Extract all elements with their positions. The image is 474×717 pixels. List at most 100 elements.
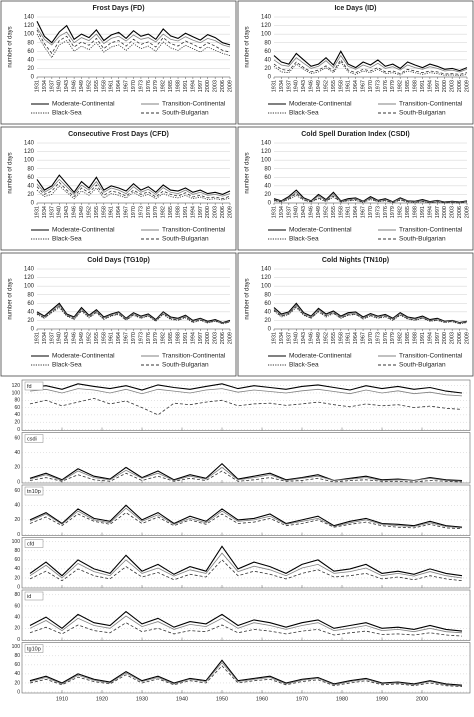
legend-label: Transition-Continental (162, 101, 226, 108)
chart-title: Cold Spell Duration Index (CSDI) (301, 131, 410, 138)
x-tick-label: 1952 (86, 80, 92, 92)
y-axis-label: number of days (8, 278, 14, 319)
series-line (29, 659, 463, 686)
series-line (273, 193, 468, 204)
y-tick-label: 60 (14, 435, 20, 441)
x-tick-label: 1961 (346, 206, 352, 218)
legend-label: Moderate-Continental (52, 353, 115, 360)
legend-label: South-Bulgarian (399, 110, 446, 117)
x-tick-label: 1967 (361, 332, 367, 344)
y-tick-label: 140 (261, 15, 272, 21)
series-line (29, 383, 463, 394)
x-tick-label: 1940 (57, 206, 63, 218)
x-tick-label: 1982 (398, 206, 404, 218)
y-tick-label: 60 (14, 662, 20, 668)
series-line (29, 388, 463, 397)
panel-tag-box (24, 434, 44, 443)
x-tick-label: 2003 (450, 332, 456, 344)
y-tick-label: 20 (27, 192, 34, 198)
x-tick-label: 2009 (227, 332, 233, 344)
x-tick-label: 2006 (220, 206, 226, 218)
chart-title: Consecutive Frost Days (CFD) (68, 131, 169, 138)
panel-frame (21, 432, 471, 484)
y-tick-label: 100 (12, 644, 21, 650)
legend-label: South-Bulgarian (399, 362, 446, 369)
panel-tag: csdi (27, 436, 37, 442)
series-line (273, 304, 468, 324)
y-tick-label: 60 (14, 405, 20, 411)
x-tick-label: 1931 (271, 332, 277, 344)
x-tick-label: 1949 (316, 206, 322, 218)
x-tick-label: 1994 (190, 332, 196, 344)
x-tick-label: 1943 (301, 80, 307, 92)
x-tick-label: 2000 (416, 696, 428, 702)
y-tick-label: 40 (14, 412, 20, 418)
x-tick-label: 1964 (353, 206, 359, 218)
x-tick-label: 1973 (138, 206, 144, 218)
x-tick-label: 1970 (131, 206, 137, 218)
legend-label: South-Bulgarian (399, 236, 446, 243)
x-tick-label: 1910 (56, 696, 68, 702)
x-tick-label: 1931 (271, 80, 277, 92)
series-line (273, 194, 468, 204)
x-tick-label: 1961 (109, 332, 115, 344)
x-tick-label: 1994 (190, 80, 196, 92)
y-axis-label: number of days (8, 26, 14, 67)
legend-label: Transition-Continental (399, 353, 463, 360)
panel-frame (237, 0, 474, 125)
y-tick-label: 40 (14, 503, 20, 509)
y-tick-label: 100 (261, 284, 272, 290)
series-line (29, 610, 463, 632)
series-line (29, 397, 463, 416)
x-tick-label: 1991 (183, 332, 189, 344)
x-tick-label: 1943 (64, 206, 70, 218)
x-tick-label: 1982 (161, 80, 167, 92)
x-tick-label: 1940 (57, 80, 63, 92)
x-tick-label: 1943 (301, 206, 307, 218)
series-line (29, 665, 463, 687)
x-tick-label: 1961 (109, 80, 115, 92)
panel-frame (21, 379, 471, 431)
x-tick-label: 1937 (49, 206, 55, 218)
x-tick-label: 1955 (94, 332, 100, 344)
legend-label: South-Bulgarian (162, 236, 209, 243)
y-tick-label: 60 (27, 301, 34, 307)
legend-label: Black-Sea (52, 236, 82, 243)
x-tick-label: 2003 (213, 332, 219, 344)
x-tick-label: 1934 (279, 206, 285, 218)
chart-title: Cold Days (TG10p) (87, 257, 150, 264)
series-line (36, 178, 231, 197)
y-tick-label: 0 (31, 75, 35, 81)
x-tick-label: 1961 (346, 80, 352, 92)
y-tick-label: 60 (264, 49, 271, 55)
y-tick-label: 20 (14, 575, 20, 581)
legend-label: Moderate-Continental (52, 101, 115, 108)
legend-label: Transition-Continental (162, 227, 226, 234)
y-tick-label: 20 (14, 465, 20, 471)
series-line (36, 29, 231, 55)
x-tick-label: 1970 (368, 80, 374, 92)
x-tick-label: 1930 (136, 696, 148, 702)
y-tick-label: 40 (27, 57, 34, 63)
x-tick-label: 1988 (412, 332, 418, 344)
y-tick-label: 0 (17, 532, 20, 538)
x-tick-label: 1950 (216, 696, 228, 702)
series-line (36, 185, 231, 201)
series-line (29, 615, 463, 634)
x-tick-label: 1979 (153, 206, 159, 218)
x-tick-label: 1982 (161, 332, 167, 344)
x-tick-label: 1960 (256, 696, 268, 702)
y-tick-label: 60 (14, 488, 20, 494)
x-tick-label: 1988 (175, 80, 181, 92)
x-tick-label: 1976 (383, 332, 389, 344)
legend-label: Moderate-Continental (289, 227, 352, 234)
y-tick-label: 80 (14, 592, 20, 598)
x-tick-label: 1958 (101, 206, 107, 218)
x-tick-label: 1940 (294, 80, 300, 92)
x-tick-label: 2003 (450, 206, 456, 218)
y-tick-label: 100 (24, 284, 35, 290)
x-tick-label: 1937 (286, 332, 292, 344)
x-tick-label: 1970 (131, 332, 137, 344)
chart-title: Cold Nights (TN10p) (322, 257, 389, 264)
y-tick-label: 40 (264, 183, 271, 189)
